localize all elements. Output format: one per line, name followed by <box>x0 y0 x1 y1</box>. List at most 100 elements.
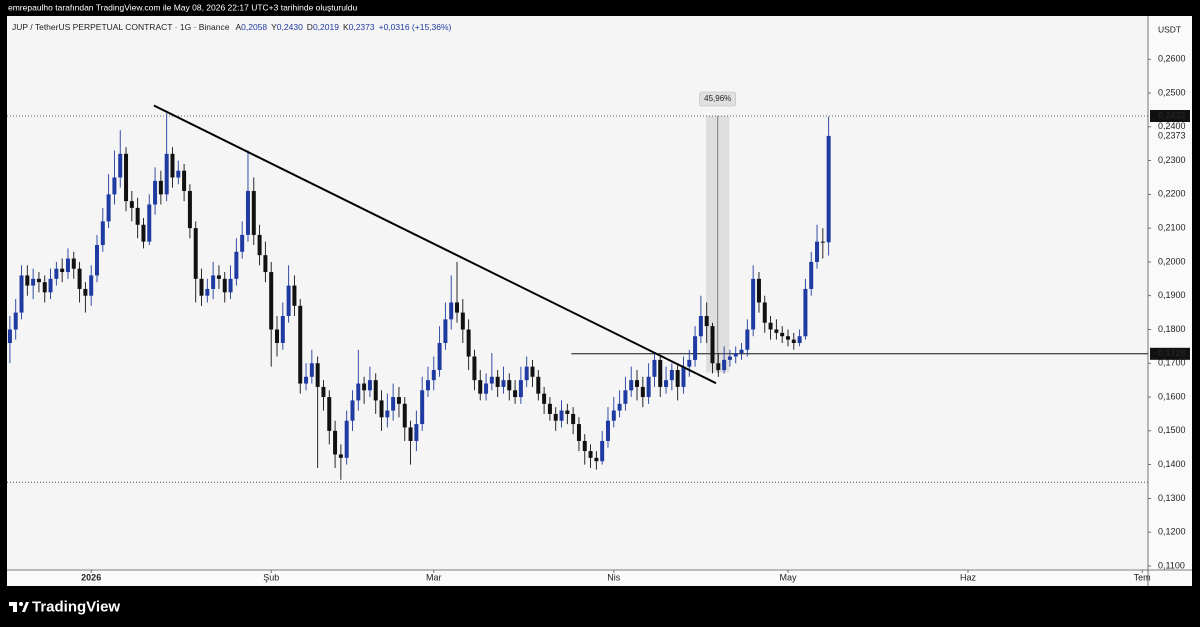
candle-body <box>408 427 413 441</box>
candle-body <box>77 268 82 289</box>
candle-body <box>524 366 529 381</box>
candle-body <box>216 275 221 279</box>
candle-body <box>716 363 721 371</box>
ohlc-value: 0,2373 <box>349 22 375 32</box>
candle-body <box>42 282 47 293</box>
ohlc-value: 0,2430 <box>277 22 303 32</box>
candle-body <box>780 332 785 337</box>
candle-body <box>211 275 216 289</box>
y-tick-label: 0,2500 <box>1158 87 1186 97</box>
y-tick-label: 0,1100 <box>1158 560 1185 570</box>
y-tick-label: 0,2300 <box>1158 155 1186 165</box>
candle-body <box>391 397 396 411</box>
plot-area <box>7 16 1148 570</box>
brand: TradingView <box>32 598 120 615</box>
candle-body <box>25 275 30 286</box>
candle-body <box>472 356 477 381</box>
candle-body <box>739 349 744 354</box>
candle-body <box>611 410 616 421</box>
candle-body <box>327 397 332 431</box>
candle-body <box>71 258 76 269</box>
price-label-box <box>1150 129 1190 142</box>
candle-body <box>100 221 105 246</box>
x-tick-label: Şub <box>263 572 279 582</box>
candle-body <box>95 245 100 276</box>
candle-body <box>431 370 436 381</box>
candle-body <box>756 278 761 303</box>
candle-body <box>809 261 814 289</box>
candle-body <box>617 403 622 411</box>
logo-shape <box>13 602 17 612</box>
logo-shape <box>22 602 29 612</box>
x-tick-label: Nis <box>607 572 620 582</box>
measure-label: 45,96% <box>704 94 731 103</box>
candle-body <box>518 380 523 398</box>
candle-body <box>489 376 494 384</box>
ohlc-value: 0,2019 <box>313 22 339 32</box>
candle-body <box>321 386 326 398</box>
change: +0,0316 (+15,36%) <box>379 22 452 32</box>
price-label-box <box>1150 109 1190 122</box>
ohlc-key: A <box>235 22 241 32</box>
legend: JUP / TetherUS PERPETUAL CONTRACT · 1G ·… <box>12 22 452 32</box>
candle-body <box>704 315 709 327</box>
candle-body <box>205 288 210 296</box>
y-tick-label: 0,1200 <box>1158 527 1186 537</box>
candle-body <box>176 170 181 178</box>
candle-body <box>536 376 541 394</box>
candle-body <box>124 153 129 202</box>
candle-body <box>7 329 12 343</box>
candle-body <box>733 353 738 357</box>
plot: 45,96% <box>7 91 1148 483</box>
candle-body <box>135 207 140 225</box>
candle-body <box>785 336 790 340</box>
candle-body <box>344 420 349 458</box>
ohlc-key: D <box>307 22 313 32</box>
candle-body <box>542 393 547 404</box>
candle-body <box>333 430 338 455</box>
symbol-title: JUP / TetherUS PERPETUAL CONTRACT · 1G ·… <box>12 22 230 32</box>
candle-body <box>675 370 680 387</box>
price-label: 0,2373 <box>1158 130 1186 140</box>
candle-body <box>484 383 489 394</box>
y-tick-label: 0,2100 <box>1158 223 1186 233</box>
candle-body <box>141 224 146 242</box>
candle-body <box>420 390 425 425</box>
candle-body <box>623 390 628 404</box>
ohlc-value: 0,2058 <box>241 22 267 32</box>
y-tick-label: 0,1800 <box>1158 324 1186 334</box>
candle-body <box>635 380 640 387</box>
candle-body <box>646 376 651 398</box>
candle-body <box>275 329 280 343</box>
y-tick-label: 0,1400 <box>1158 459 1186 469</box>
candle-body <box>36 278 41 283</box>
candle-body <box>693 336 698 360</box>
y-tick-label: 0,2200 <box>1158 189 1186 199</box>
candle-body <box>315 363 320 387</box>
candle-body <box>129 201 134 208</box>
candle-body <box>65 258 70 273</box>
candle-body <box>379 400 384 418</box>
candle-body <box>240 234 245 252</box>
candle-body <box>263 255 268 273</box>
candle-body <box>292 285 297 306</box>
candle-body <box>576 424 581 441</box>
candle-body <box>199 278 204 296</box>
candle-body <box>797 336 802 343</box>
candle-body <box>530 366 535 377</box>
y-tick-label: 0,1300 <box>1158 493 1186 503</box>
candle-body <box>762 302 767 323</box>
candle-body <box>826 135 831 243</box>
candle-body <box>187 190 192 229</box>
candle-body <box>222 278 227 293</box>
candle-body <box>19 275 24 313</box>
y-tick-label: 0,1700 <box>1158 358 1186 368</box>
candle-body <box>286 285 291 316</box>
candle-body <box>664 380 669 387</box>
price-label: 0,2432 <box>1158 110 1186 120</box>
x-tick-label: May <box>779 572 797 582</box>
candle-body <box>449 302 454 320</box>
candle-body <box>147 204 152 242</box>
candle-body <box>350 400 355 421</box>
candle-body <box>373 380 378 401</box>
